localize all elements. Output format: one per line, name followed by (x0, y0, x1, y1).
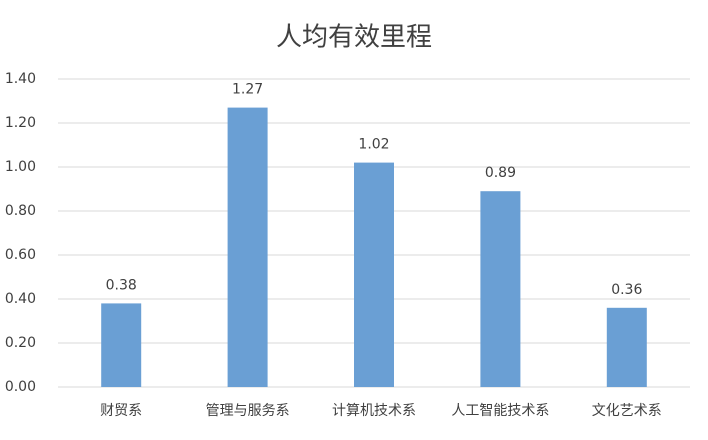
x-tick-label: 文化艺术系 (592, 403, 662, 419)
data-label: 0.89 (485, 165, 516, 181)
y-tick-label: 0.20 (5, 335, 36, 351)
data-label: 0.36 (611, 282, 642, 298)
bar (480, 191, 521, 387)
y-tick-label: 1.20 (5, 115, 36, 131)
bar (606, 307, 647, 387)
chart-title: 人均有效里程 (276, 23, 432, 53)
data-label: 1.27 (232, 82, 263, 98)
data-label: 0.38 (106, 277, 137, 293)
bar (354, 162, 394, 387)
x-tick-label: 财贸系 (100, 403, 142, 419)
x-tick-label: 人工智能技术系 (451, 403, 549, 419)
y-tick-label: 1.00 (5, 159, 36, 175)
y-tick-label: 1.40 (5, 71, 36, 87)
y-tick-label: 0.80 (5, 203, 36, 219)
data-label: 1.02 (358, 137, 389, 153)
y-tick-label: 0.60 (5, 247, 36, 263)
bar (227, 107, 268, 387)
y-tick-label: 0.40 (5, 291, 36, 307)
x-tick-label: 计算机技术系 (332, 403, 416, 419)
y-tick-label: 0.00 (5, 379, 36, 395)
bar (101, 303, 142, 387)
x-tick-label: 管理与服务系 (206, 403, 290, 419)
